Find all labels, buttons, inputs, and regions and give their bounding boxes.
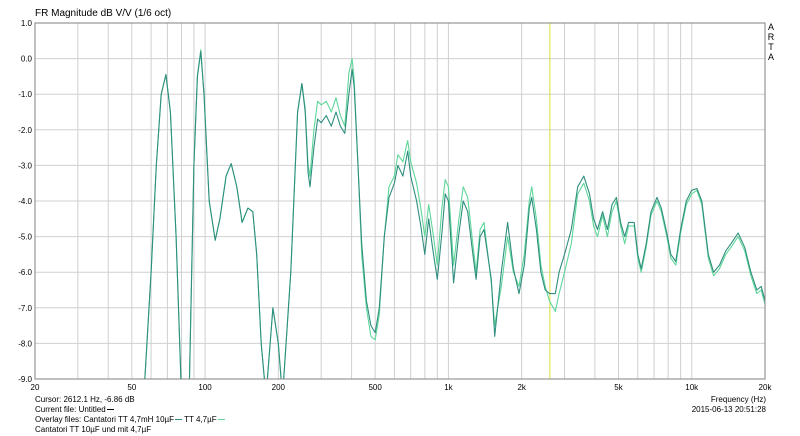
x-tick-label: 10k	[685, 383, 699, 392]
arta-letter: R	[767, 32, 775, 42]
y-tick-label: -8.0	[18, 339, 32, 348]
plot-frame	[34, 22, 766, 380]
x-tick-labels: 20 50 100 200 500 1k 2k 5k 10k 20k	[31, 383, 773, 392]
y-tick-label: -9.0	[18, 375, 32, 384]
y-tick-label: -6.0	[18, 268, 32, 277]
arta-letter: T	[768, 42, 774, 52]
series-line-2	[144, 49, 765, 379]
y-tick-label: 0.0	[21, 55, 33, 64]
current-file-label: Current file: Untitled	[35, 405, 106, 414]
y-tick-label: -3.0	[18, 161, 32, 170]
timestamp: 2015-06-13 20:51:28	[691, 405, 766, 414]
cursor-readout: Cursor: 2612.1 Hz, -6.86 dB	[35, 395, 135, 404]
y-tick-label: 1.0	[21, 19, 33, 28]
x-tick-label: 500	[368, 383, 382, 392]
arta-side-label: A R T A	[766, 22, 776, 62]
x-tick-label: 100	[198, 383, 212, 392]
overlay-file-1: Overlay files: Cantatori TT 4,7mH 10µF	[35, 415, 175, 424]
y-tick-labels: 1.0 0.0 -1.0 -2.0 -3.0 -4.0 -5.0 -6.0 -7.0 -8.0 -9…	[18, 19, 32, 384]
current-file-swatch	[106, 409, 114, 411]
y-tick-label: -7.0	[18, 304, 32, 313]
frequency-axis-label: Frequency (Hz)	[710, 395, 766, 404]
y-tick-label: -2.0	[18, 126, 32, 135]
y-tick-label: -5.0	[18, 233, 32, 242]
x-tick-label: 1k	[444, 383, 453, 392]
x-tick-label: 20	[31, 383, 40, 392]
y-tick-label: -4.0	[18, 197, 32, 206]
x-tick-label: 20k	[759, 383, 773, 392]
overlay-1-swatch	[175, 419, 183, 421]
overlay-2-swatch	[217, 419, 225, 421]
x-tick-label: 50	[127, 383, 136, 392]
chart-title: FR Magnitude dB V/V (1/6 oct)	[35, 8, 171, 19]
current-file: Current file: Untitled	[35, 405, 114, 415]
x-tick-label: 200	[272, 383, 286, 392]
overlay-file-2: TT 4,7µF	[184, 415, 217, 424]
x-tick-label: 2k	[517, 383, 526, 392]
y-tick-label: -1.0	[18, 90, 32, 99]
overlay-files-line2: Cantatori TT 10µF und mit 4,7µF	[35, 425, 152, 434]
series-line-1	[144, 50, 765, 379]
x-tick-label: 5k	[614, 383, 623, 392]
arta-letter: A	[767, 22, 774, 32]
series-group	[144, 49, 765, 379]
overlay-files: Overlay files: Cantatori TT 4,7mH 10µF T…	[35, 415, 225, 425]
arta-letter: A	[767, 52, 774, 62]
